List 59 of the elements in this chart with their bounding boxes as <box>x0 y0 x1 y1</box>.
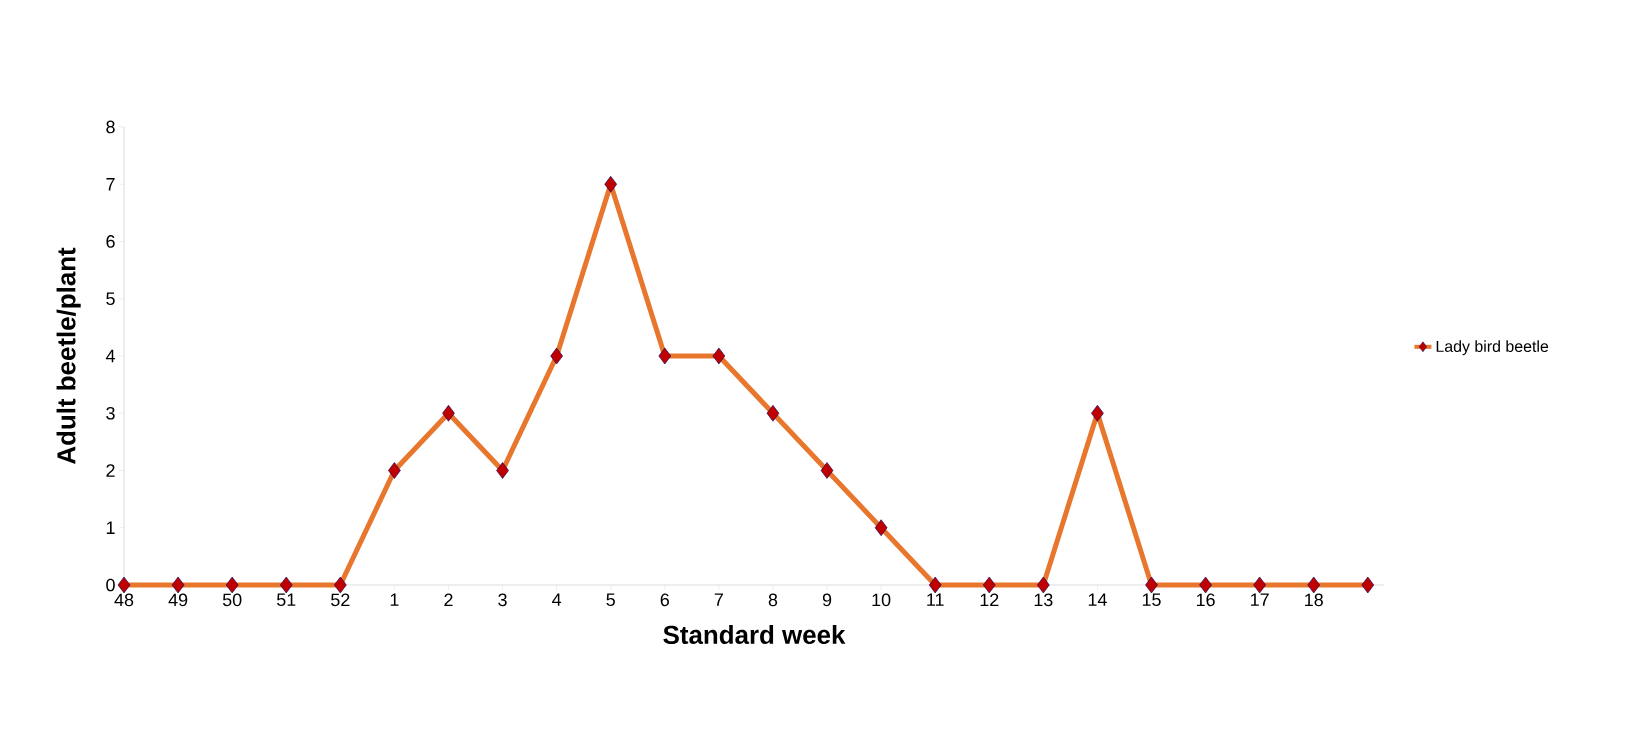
point <box>820 462 834 479</box>
x-tick-label: 50 <box>222 593 242 607</box>
x-tick-label: 51 <box>276 593 296 607</box>
x-tick-label: 13 <box>1034 593 1053 607</box>
x-tick-label: 5 <box>606 593 615 607</box>
x-tick-label: 12 <box>980 593 999 607</box>
point <box>1253 576 1266 594</box>
y-axis-title: Adult beetle/plant <box>56 247 81 464</box>
y-tick-label: 1 <box>106 521 115 534</box>
y-tick-label: 0 <box>106 578 115 592</box>
point <box>442 404 455 422</box>
point <box>1037 576 1050 594</box>
x-tick-label: 8 <box>768 593 778 607</box>
point <box>712 347 726 365</box>
x-tick-label: 7 <box>714 593 723 606</box>
point <box>334 576 347 594</box>
point <box>1199 576 1212 594</box>
point <box>604 175 618 193</box>
x-tick-label: 49 <box>168 593 188 607</box>
point <box>171 576 185 594</box>
x-tick-label: 4 <box>552 593 562 606</box>
y-tick-label: 8 <box>106 120 115 134</box>
y-tick-label: 6 <box>106 235 115 248</box>
point <box>658 347 672 365</box>
x-tick-label: 18 <box>1305 593 1323 607</box>
point <box>388 462 401 479</box>
point <box>766 404 780 422</box>
point <box>1307 576 1321 594</box>
y-tick-label: 3 <box>106 406 115 420</box>
legend-label: Lady bird beetle <box>1436 340 1549 356</box>
x-tick-label: 15 <box>1142 593 1161 607</box>
y-tick-label: 2 <box>106 464 115 477</box>
point <box>874 519 888 537</box>
y-tick-label: 7 <box>106 178 115 191</box>
point <box>550 347 563 365</box>
x-tick-label: 6 <box>660 593 669 607</box>
point <box>1145 576 1158 594</box>
point <box>225 576 239 594</box>
point <box>1091 404 1104 422</box>
x-tick-label: 10 <box>872 593 891 607</box>
x-tick-label: 9 <box>822 593 832 607</box>
point <box>982 576 996 594</box>
y-tick-label: 5 <box>106 292 115 305</box>
x-tick-label: 14 <box>1088 593 1107 606</box>
point <box>928 576 942 594</box>
point <box>279 576 293 594</box>
point <box>496 462 509 479</box>
point <box>1361 576 1375 594</box>
x-tick-label: 16 <box>1196 593 1215 607</box>
x-tick-label: 1 <box>390 593 399 606</box>
x-tick-label: 52 <box>331 593 350 607</box>
x-tick-label: 3 <box>498 593 507 607</box>
x-tick-label: 17 <box>1251 593 1269 606</box>
x-tick-label: 11 <box>927 593 944 606</box>
x-axis-title: Standard week <box>663 625 846 645</box>
point <box>117 576 131 594</box>
y-tick-label: 4 <box>105 349 115 363</box>
x-tick-label: 2 <box>444 593 453 607</box>
x-tick-label: 48 <box>114 593 134 607</box>
